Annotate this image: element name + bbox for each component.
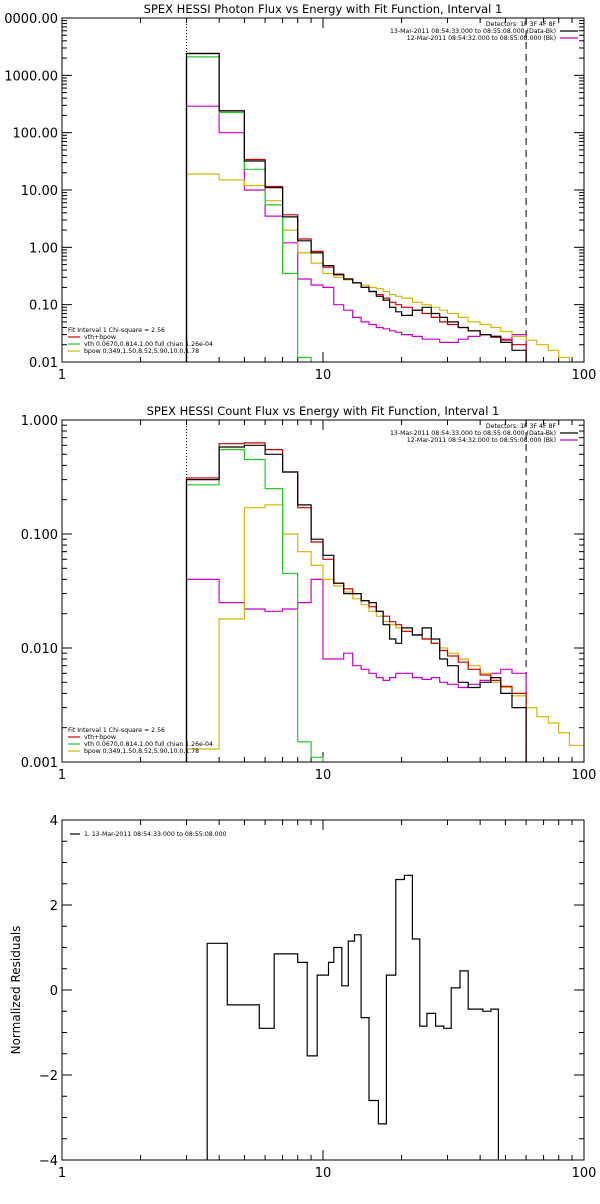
y-minor-ticks: [62, 20, 584, 346]
plot-area: [185, 442, 584, 762]
legend-entry: vth+bpow: [84, 334, 116, 341]
axes-frame: [61, 819, 585, 1161]
series-background: [185, 105, 527, 362]
y-tick-label: 0000.00: [4, 12, 58, 27]
y-tick-label: 0.001: [21, 756, 58, 771]
y-tick-label: 2: [50, 899, 58, 914]
axes-frame: [61, 419, 585, 763]
legend-entry: vth 0.0670,0.814,1.00 full chian 1.26e-0…: [84, 741, 213, 748]
series-total-fit: [185, 442, 527, 762]
y-tick-label: 10.00: [21, 184, 58, 199]
header-info-line: Detectors: 1F 3F 4F 8F: [486, 423, 557, 430]
y-tick-label: 1000.00: [4, 69, 58, 84]
y-tick-label: 0.10: [29, 299, 58, 314]
y-minor-ticks: [62, 819, 584, 1161]
x-minor-ticks: [140, 820, 573, 1160]
x-tick-label: 10: [315, 768, 332, 783]
y-tick-label: 4: [50, 814, 58, 829]
header-info-line: 13-Mar-2011 08:54:33.000 to 08:55:08.000…: [390, 28, 556, 35]
count-flux-panel: SPEX HESSI Count Flux vs Energy with Fit…: [21, 404, 597, 783]
y-axis-label: Normalized Residuals: [9, 926, 23, 1055]
y-tick-label: 100.00: [13, 127, 59, 142]
series-bpow: [185, 173, 571, 362]
y-tick-label: 0.01: [29, 356, 58, 371]
y-tick-label: 1.000: [21, 414, 58, 429]
x-tick-label: 1: [58, 368, 66, 383]
chart-title: SPEX HESSI Photon Flux vs Energy with Fi…: [144, 2, 503, 16]
legend-header: Fit Interval 1 Chi-square = 2.56: [68, 727, 165, 734]
x-tick-label: 10: [315, 368, 332, 383]
photon-flux-panel: SPEX HESSI Photon Flux vs Energy with Fi…: [4, 2, 597, 383]
legend-entry: vth 0.0670,0.814,1.00 full chian 1.26e-0…: [84, 341, 213, 348]
series-total-fit: [185, 52, 527, 362]
y-tick-label: −2: [39, 1069, 58, 1084]
legend-entry: 1. 13-Mar-2011 08:54:33.000 to 08:55:08.…: [84, 831, 227, 838]
legend-entry: vth+bpow: [84, 734, 116, 741]
plot-area: [206, 874, 499, 1160]
residuals-panel: Normalized Residuals 1 10 100 −4 −2 0 2 4 1. 13-M…: [9, 814, 597, 1181]
y-tick-label: 0.100: [21, 528, 58, 543]
x-tick-label: 100: [572, 368, 597, 383]
x-minor-ticks: [140, 420, 573, 762]
series-data: [185, 52, 527, 362]
header-info-line: 12-Mar-2011 08:54:32.000 to 08:55:08.000…: [407, 437, 556, 444]
y-tick-label: 0.010: [21, 642, 58, 657]
series-data: [206, 874, 499, 1160]
axes-frame: [61, 17, 585, 363]
header-info-line: Detectors: 1F 3F 4F 8F: [486, 21, 557, 28]
y-tick-label: 0: [50, 984, 58, 999]
series-bpow: [185, 504, 584, 762]
series-background: [185, 578, 527, 762]
header-info-line: 12-Mar-2011 08:54:32.000 to 08:55:08.000…: [407, 35, 556, 42]
x-tick-label: 1: [58, 768, 66, 783]
plot-area: [185, 52, 571, 362]
x-tick-label: 100: [572, 768, 597, 783]
legend-entry: bpow 0.349,1.50,8.52,5.90,10.0,1.78: [84, 748, 199, 755]
x-tick-label: 100: [572, 1166, 597, 1181]
x-minor-ticks: [140, 18, 573, 362]
legend-entry: bpow 0.349,1.50,8.52,5.90,10.0,1.78: [84, 348, 199, 355]
series-data: [185, 444, 527, 762]
y-tick-label: 1.00: [29, 241, 58, 256]
legend-header: Fit Interval 1 Chi-square = 2.56: [68, 327, 165, 334]
y-tick-label: −4: [39, 1154, 58, 1169]
y-minor-ticks: [62, 424, 584, 729]
x-tick-label: 10: [315, 1166, 332, 1181]
header-info-line: 13-Mar-2011 08:54:33.000 to 08:55:08.000…: [390, 430, 556, 437]
chart-title: SPEX HESSI Count Flux vs Energy with Fit…: [147, 404, 500, 418]
x-tick-label: 1: [58, 1166, 66, 1181]
